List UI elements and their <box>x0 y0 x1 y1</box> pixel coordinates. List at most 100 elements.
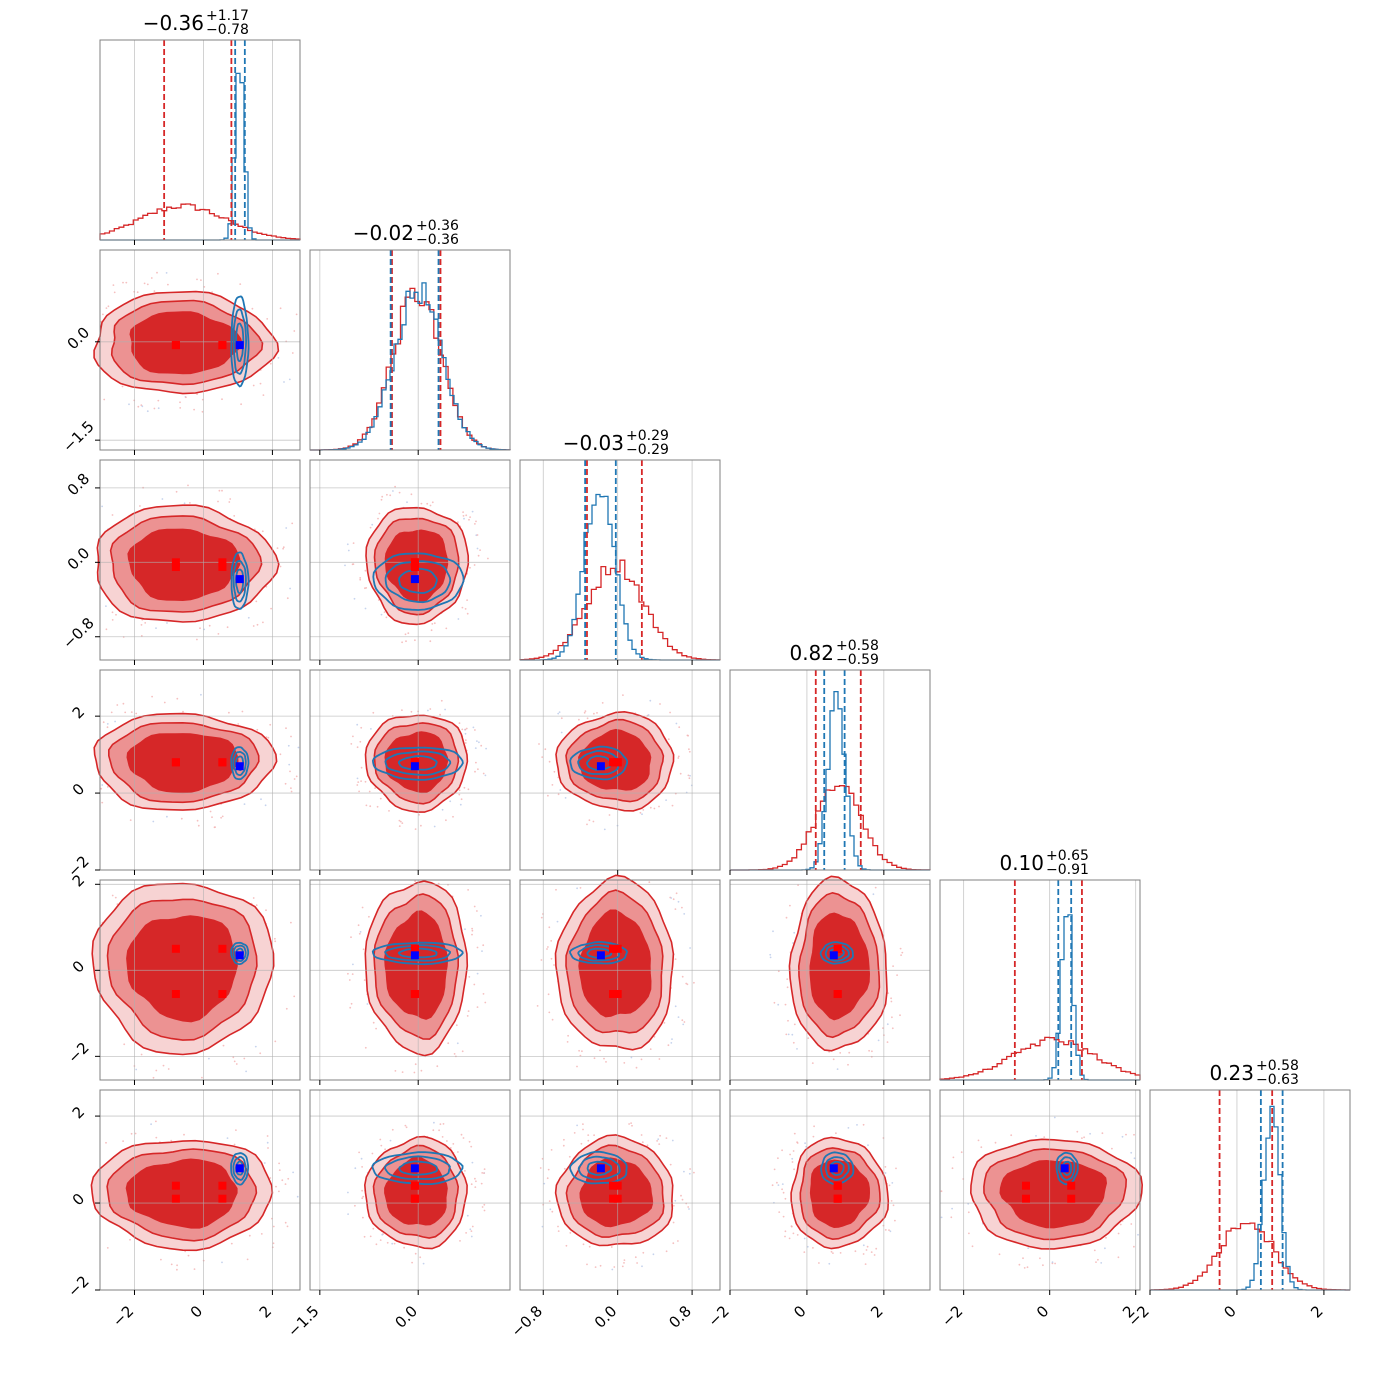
scatter-point <box>289 587 291 590</box>
scatter-point <box>871 1050 873 1053</box>
scatter-point <box>623 1262 625 1264</box>
scatter-point <box>124 711 127 714</box>
scatter-point <box>430 629 433 632</box>
marker-red <box>410 1194 419 1203</box>
scatter-point <box>260 1233 263 1235</box>
contour-blue <box>371 941 464 966</box>
scatter-point <box>251 307 254 310</box>
scatter-point <box>890 1000 893 1003</box>
scatter-point <box>156 271 158 274</box>
marker-blue <box>829 951 838 960</box>
scatter-point <box>436 1065 439 1068</box>
scatter-point <box>471 927 473 930</box>
scatter-point <box>576 1124 578 1127</box>
scatter-point <box>179 407 182 409</box>
scatter-point <box>106 723 109 725</box>
scatter-point <box>847 1063 849 1066</box>
scatter-point <box>221 1261 223 1264</box>
scatter-point <box>623 1259 626 1261</box>
scatter-point <box>176 1264 178 1267</box>
scatter-point <box>473 564 476 566</box>
scatter-point <box>693 1171 695 1174</box>
contour-red-inner <box>126 733 239 794</box>
scatter-point <box>368 915 370 918</box>
scatter-point <box>578 718 580 721</box>
scatter-point <box>670 897 673 899</box>
scatter-point <box>693 981 695 984</box>
scatter-point <box>649 1048 652 1050</box>
scatter-point <box>386 493 388 496</box>
param-title-3: 0.82 +0.58−0.59 <box>789 638 878 668</box>
scatter-point <box>153 407 156 410</box>
scatter-point <box>790 1225 793 1228</box>
scatter-point <box>641 1265 643 1268</box>
scatter-point <box>115 613 117 616</box>
scatter-point <box>146 283 149 286</box>
scatter-point <box>365 587 368 589</box>
scatter-point <box>773 1168 776 1171</box>
scatter-point <box>228 501 231 503</box>
scatter-point <box>274 940 277 943</box>
scatter-point <box>170 1263 173 1266</box>
param-title-1: −0.02 +0.36−0.36 <box>353 218 459 248</box>
scatter-point <box>247 616 250 619</box>
scatter-point <box>433 622 436 625</box>
hist-panel-5 <box>1149 1089 1351 1295</box>
marker-blue <box>596 1164 605 1173</box>
scatter-point <box>358 1151 360 1154</box>
marker-red <box>171 990 180 998</box>
marker-blue <box>235 575 244 584</box>
scatter-point <box>642 809 645 811</box>
scatter-point <box>163 701 166 704</box>
scatter-point <box>170 1139 173 1142</box>
scatter-point <box>352 563 355 565</box>
scatter-point <box>484 1001 487 1004</box>
scatter-point <box>1081 1137 1083 1139</box>
scatter-point <box>102 313 104 316</box>
scatter-point <box>398 819 401 822</box>
marker-blue <box>410 951 419 960</box>
scatter-point <box>438 1129 440 1132</box>
scatter-point <box>406 501 408 504</box>
contour-blue <box>384 750 452 776</box>
scatter-point <box>372 1021 375 1024</box>
scatter-point <box>659 703 661 705</box>
scatter-point <box>350 1002 353 1005</box>
scatter-point <box>1083 1136 1085 1139</box>
scatter-point <box>796 1141 798 1144</box>
scatter-point <box>892 965 894 967</box>
scatter-point <box>393 1242 396 1245</box>
scatter-point <box>252 625 255 627</box>
scatter-point <box>884 1172 887 1174</box>
scatter-point <box>230 1242 233 1245</box>
scatter-point <box>269 1177 272 1179</box>
scatter-point <box>480 914 482 917</box>
scatter-point <box>1095 1261 1097 1263</box>
scatter-point <box>675 892 678 895</box>
marker-red <box>171 758 180 767</box>
scatter-point <box>677 1016 680 1018</box>
marker-red <box>1067 1181 1076 1190</box>
panel-frame <box>939 879 1141 1081</box>
scatter-point <box>388 810 390 812</box>
scatter-point <box>360 1157 363 1160</box>
scatter-point <box>1035 1135 1037 1137</box>
scatter-point <box>357 781 360 783</box>
scatter-point <box>1023 1267 1026 1269</box>
scatter-point <box>433 1121 435 1124</box>
scatter-point <box>431 623 434 625</box>
scatter-point <box>403 1246 405 1249</box>
scatter-point <box>414 1252 417 1255</box>
panel-1-5 <box>309 1089 511 1295</box>
scatter-point <box>538 743 540 745</box>
scatter-point <box>540 959 543 961</box>
scatter-point <box>569 1232 572 1234</box>
title-plus: +0.58 <box>836 638 879 654</box>
scatter-point <box>787 1019 789 1022</box>
scatter-point <box>146 410 149 413</box>
marker-red <box>218 758 227 767</box>
scatter-point <box>804 1142 806 1145</box>
marker-red <box>218 563 227 571</box>
scatter-point <box>998 1253 1001 1256</box>
scatter-point <box>267 1147 269 1149</box>
